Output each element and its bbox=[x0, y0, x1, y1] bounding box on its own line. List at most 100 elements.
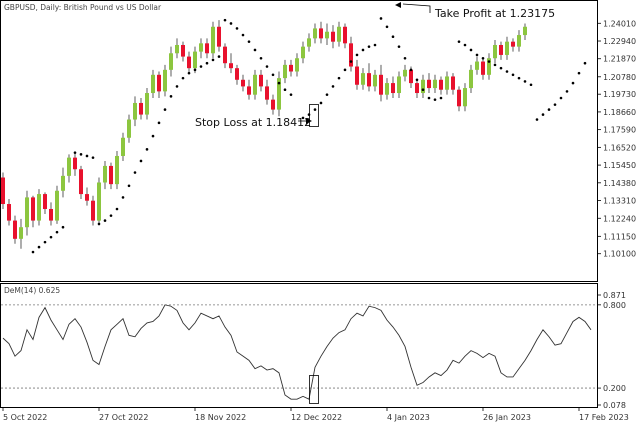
psar-dot bbox=[559, 96, 563, 100]
candle-body bbox=[463, 88, 467, 107]
candle bbox=[55, 185, 59, 224]
candle-body bbox=[445, 76, 449, 90]
candle-body bbox=[31, 197, 35, 221]
candle bbox=[157, 71, 161, 98]
psar-dot bbox=[433, 98, 437, 101]
candle-body bbox=[409, 69, 413, 84]
candle bbox=[373, 69, 377, 92]
candles bbox=[1, 20, 527, 249]
candle-body bbox=[367, 73, 371, 87]
psar-dot bbox=[373, 43, 377, 47]
candle bbox=[223, 43, 227, 69]
psar-dot bbox=[367, 45, 371, 48]
candle bbox=[397, 71, 401, 98]
candle-body bbox=[79, 169, 83, 195]
candle-body bbox=[319, 28, 323, 39]
candle bbox=[517, 30, 521, 52]
psar-dot bbox=[151, 134, 155, 138]
candle-body bbox=[211, 26, 215, 54]
candle bbox=[361, 68, 365, 90]
candle bbox=[97, 177, 101, 226]
candle bbox=[367, 63, 371, 92]
psar-dot bbox=[403, 56, 407, 60]
candle bbox=[505, 36, 509, 60]
candle-body bbox=[91, 200, 95, 221]
candle bbox=[73, 152, 77, 176]
psar-dot bbox=[193, 68, 197, 72]
candle-body bbox=[157, 74, 161, 92]
candle bbox=[37, 189, 41, 226]
candle bbox=[523, 23, 527, 41]
psar-dot bbox=[505, 70, 509, 73]
psar-dot bbox=[79, 153, 83, 156]
stop-loss-box bbox=[309, 104, 319, 127]
demarker-line bbox=[2, 304, 592, 400]
psar-dot bbox=[313, 108, 317, 111]
psar-dot bbox=[319, 101, 323, 105]
price-tick-label: 1.21870 bbox=[603, 55, 636, 64]
candle bbox=[283, 59, 287, 84]
candle-body bbox=[391, 83, 395, 94]
candle bbox=[499, 41, 503, 60]
candle-body bbox=[181, 44, 185, 57]
candle bbox=[121, 132, 125, 161]
time-tick-label: 5 Oct 2022 bbox=[3, 413, 47, 422]
candle-body bbox=[481, 61, 485, 75]
candle bbox=[241, 74, 245, 92]
psar-dot bbox=[301, 116, 305, 120]
psar-dot bbox=[205, 61, 209, 65]
candle bbox=[355, 59, 359, 90]
psar-dot bbox=[439, 96, 443, 100]
candle-body bbox=[271, 99, 275, 110]
candle bbox=[109, 162, 113, 190]
psar-dot bbox=[85, 154, 89, 158]
price-tick-label: 1.12240 bbox=[603, 214, 636, 223]
stop-loss-text: Stop Loss at 1.18412 bbox=[195, 116, 311, 129]
candle-body bbox=[421, 79, 425, 94]
candle bbox=[463, 83, 467, 112]
candle bbox=[487, 53, 491, 80]
candle-body bbox=[511, 41, 515, 47]
candle-body bbox=[295, 58, 299, 72]
candle bbox=[205, 38, 209, 59]
psar-dot bbox=[331, 85, 335, 88]
candle-body bbox=[163, 69, 167, 92]
candle-body bbox=[337, 26, 341, 42]
psar-dot bbox=[91, 156, 95, 159]
candle-body bbox=[355, 66, 359, 85]
candle-body bbox=[505, 41, 509, 55]
candle bbox=[103, 160, 107, 190]
candle-body bbox=[307, 38, 311, 47]
psar-dot bbox=[415, 78, 419, 82]
psar-dot bbox=[517, 76, 521, 80]
price-tick-label: 1.20780 bbox=[603, 73, 636, 82]
psar-dot bbox=[499, 66, 503, 70]
candle bbox=[19, 218, 23, 249]
psar-dot bbox=[385, 25, 389, 29]
candle-body bbox=[169, 53, 173, 70]
time-tick-label: 17 Feb 2023 bbox=[579, 413, 629, 422]
indicator-tick-label: 0.200 bbox=[603, 384, 626, 393]
candle-body bbox=[265, 86, 269, 100]
candle bbox=[199, 38, 203, 59]
candle bbox=[457, 86, 461, 112]
candle-body bbox=[523, 26, 527, 36]
candle-body bbox=[259, 74, 263, 87]
psar-dot bbox=[235, 27, 239, 30]
candle bbox=[511, 38, 515, 52]
candle-body bbox=[277, 78, 281, 110]
indicator-tick-label: 0.078 bbox=[603, 401, 626, 410]
candle bbox=[439, 76, 443, 95]
psar-dot bbox=[289, 93, 293, 96]
candle-body bbox=[205, 43, 209, 54]
candle bbox=[295, 53, 299, 77]
candle-body bbox=[55, 190, 59, 221]
psar-dot bbox=[535, 118, 539, 121]
candle bbox=[229, 53, 233, 74]
candle bbox=[49, 202, 53, 226]
candle-body bbox=[331, 31, 335, 42]
candle bbox=[13, 215, 17, 244]
symbol-label: GBPUSD, Daily: British Pound vs US Dolla… bbox=[4, 3, 162, 12]
candle-body bbox=[469, 69, 473, 89]
psar-dot bbox=[355, 53, 359, 57]
